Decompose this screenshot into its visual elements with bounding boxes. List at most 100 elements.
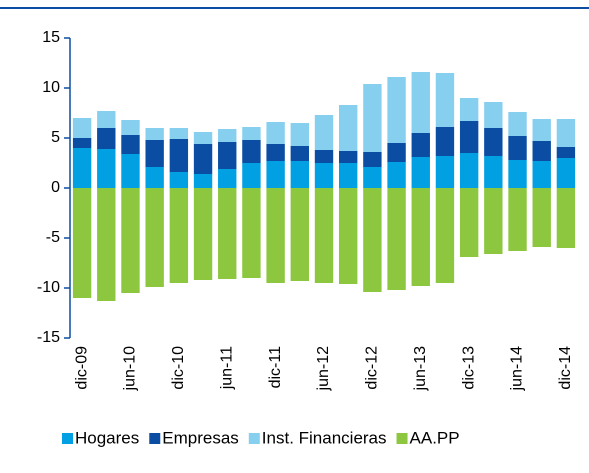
bar-segment xyxy=(484,156,503,188)
bar-segment xyxy=(363,167,382,188)
bar-segment xyxy=(266,161,285,188)
bar-segment xyxy=(266,144,285,161)
bar-segment xyxy=(338,105,358,151)
bar-segment xyxy=(72,148,92,188)
bar-segment xyxy=(387,188,406,290)
bar-segment xyxy=(97,128,116,149)
bar-segment xyxy=(508,160,527,188)
y-tick-label: -5 xyxy=(46,229,60,246)
bar-segment xyxy=(242,188,261,278)
bar-segment xyxy=(266,188,285,283)
bar-segment xyxy=(242,127,261,140)
bar-segment xyxy=(121,154,140,188)
bar-segment xyxy=(435,73,455,127)
x-tick-label: dic-10 xyxy=(170,346,187,390)
bar-segment xyxy=(338,163,358,188)
bar-segment xyxy=(145,188,164,287)
bar-segment xyxy=(363,84,382,152)
bar-segment xyxy=(532,141,551,161)
bar-segment xyxy=(72,118,92,138)
bar-segment xyxy=(459,188,479,257)
bar-segment xyxy=(193,144,213,174)
bar-segment xyxy=(411,133,430,157)
bar-segment xyxy=(242,163,261,188)
bar-segment xyxy=(411,72,430,133)
bar-segment xyxy=(435,188,455,283)
x-tick-label: dic-13 xyxy=(460,346,477,390)
bar-segment xyxy=(314,150,334,163)
bar-segment xyxy=(435,156,455,188)
bar-segment xyxy=(121,120,140,135)
bar-segment xyxy=(459,153,479,188)
bar-segment xyxy=(218,129,237,142)
x-tick-label: jun-14 xyxy=(509,346,526,392)
bar-segment xyxy=(387,162,406,188)
y-tick-label: -15 xyxy=(37,329,60,346)
legend-label: AA.PP xyxy=(410,428,460,447)
bar-segment xyxy=(169,139,189,172)
bar-segment xyxy=(145,167,164,188)
bar-segment xyxy=(484,128,503,156)
bar-segment xyxy=(532,119,551,141)
bar-segment xyxy=(459,98,479,121)
y-tick-label: 10 xyxy=(42,79,60,96)
legend-label: Inst. Financieras xyxy=(262,428,387,447)
bar-segment xyxy=(169,128,189,139)
bar-segment xyxy=(242,140,261,163)
x-tick-label: dic-12 xyxy=(364,346,381,390)
legend-label: Empresas xyxy=(162,428,239,447)
bar-segment xyxy=(411,188,430,286)
bar-segment xyxy=(193,132,213,144)
bar-segment xyxy=(290,123,310,146)
bar-segment xyxy=(97,149,116,188)
bar-segment xyxy=(145,128,164,140)
x-tick-label: jun-11 xyxy=(218,346,235,390)
bar-segment xyxy=(435,127,455,156)
bar-segment xyxy=(556,158,576,188)
bar-segment xyxy=(97,111,116,128)
bar-segment xyxy=(363,152,382,167)
bar-segment xyxy=(72,138,92,148)
y-tick-label: 0 xyxy=(51,179,60,196)
legend-swatch xyxy=(149,433,161,444)
bar-segment xyxy=(169,188,189,283)
y-tick-label: 5 xyxy=(51,129,60,146)
bar-segment xyxy=(387,77,406,143)
bar-segment xyxy=(508,136,527,160)
bar-segment xyxy=(314,188,334,283)
bar-segment xyxy=(459,121,479,153)
bar-segment xyxy=(532,188,551,247)
legend-swatch xyxy=(62,433,73,444)
x-tick-label: jun-12 xyxy=(315,346,332,392)
bar-segment xyxy=(338,188,358,284)
x-tick-label: dic-11 xyxy=(267,346,284,388)
bar-segment xyxy=(193,188,213,280)
legend-label: Hogares xyxy=(75,428,139,447)
bar-segment xyxy=(484,188,503,254)
bar-segment xyxy=(169,172,189,188)
bar-segment xyxy=(411,157,430,188)
bar-segment xyxy=(556,119,576,147)
bar-segment xyxy=(97,188,116,301)
bar-segment xyxy=(266,122,285,144)
bar-segment xyxy=(218,188,237,279)
x-tick-label: dic-14 xyxy=(557,346,574,390)
y-tick-label: 15 xyxy=(42,29,60,46)
bar-segment xyxy=(290,161,310,188)
bar-segment xyxy=(145,140,164,167)
y-tick-label: -10 xyxy=(37,279,60,296)
bar-segment xyxy=(508,112,527,136)
bar-segment xyxy=(484,102,503,128)
bar-segment xyxy=(218,169,237,188)
x-tick-label: jun-13 xyxy=(412,346,429,392)
bar-segment xyxy=(314,115,334,150)
bar-segment xyxy=(121,135,140,154)
bar-segment xyxy=(387,143,406,162)
legend-swatch xyxy=(248,433,260,444)
x-tick-label: dic-09 xyxy=(73,346,90,390)
bar-segment xyxy=(218,142,237,169)
bar-segment xyxy=(338,151,358,163)
bar-segment xyxy=(290,146,310,161)
bar-segment xyxy=(532,161,551,188)
bar-segment xyxy=(121,188,140,293)
